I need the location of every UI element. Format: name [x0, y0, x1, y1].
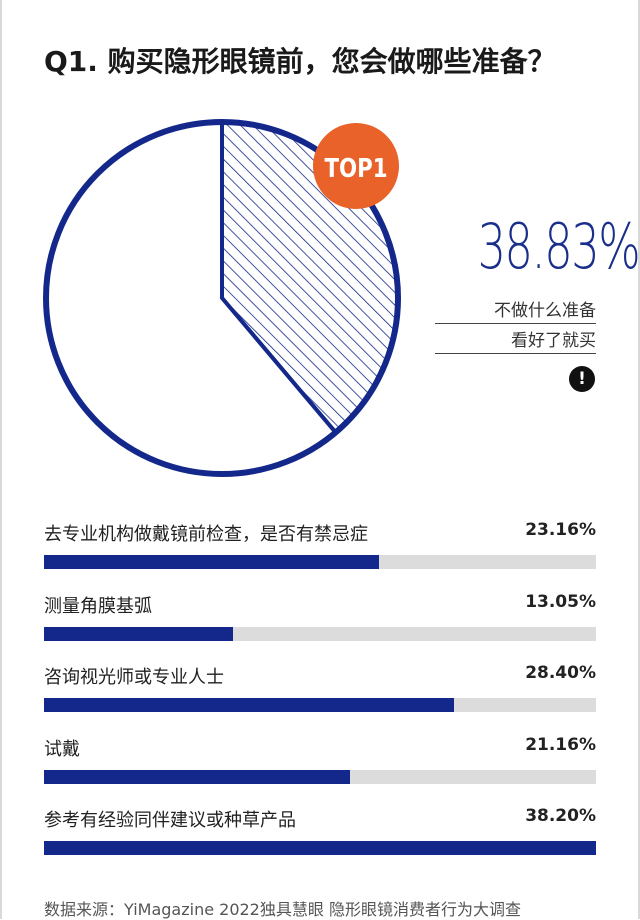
- bar-label: 参考有经验同伴建议或种草产品: [44, 810, 296, 831]
- bar-fill: [44, 698, 455, 712]
- pie-outline: [43, 119, 401, 477]
- bar-fill: [44, 770, 350, 784]
- bar-value-label: 21.16%: [525, 735, 596, 755]
- bar-label: 去专业机构做戴镜前检查，是否有禁忌症: [44, 524, 368, 545]
- bar-fill: [44, 555, 379, 569]
- bar-track: [44, 555, 596, 569]
- bar-value-label: 13.05%: [525, 592, 596, 612]
- highlight-label-line1: 不做什么准备: [435, 296, 596, 324]
- bar-row: 参考有经验同伴建议或种草产品 38.20%: [44, 806, 596, 856]
- bar-track: [44, 698, 596, 712]
- page-title: Q1. 购买隐形眼镜前，您会做哪些准备？: [44, 45, 556, 78]
- source-note: 数据来源：YiMagazine 2022独具慧眼 隐形眼镜消费者行为大调查: [44, 900, 521, 919]
- highlight-label-line2: 看好了就买: [435, 326, 596, 354]
- badge-circle: [313, 123, 399, 209]
- frame-right-border: [638, 0, 640, 919]
- badge-text: TOP1: [324, 153, 387, 184]
- bar-label: 测量角膜基弧: [44, 596, 152, 617]
- top1-badge: TOP1: [313, 123, 399, 209]
- bar-row: 去专业机构做戴镜前检查，是否有禁忌症 23.16%: [44, 520, 596, 570]
- bar-label: 咨询视光师或专业人士: [44, 667, 224, 688]
- exclamation-icon: !: [569, 366, 595, 392]
- frame-left-border: [0, 0, 2, 919]
- bar-row: 咨询视光师或专业人士 28.40%: [44, 663, 596, 713]
- bar-value-label: 23.16%: [525, 520, 596, 540]
- highlight-percentage: 38.83%: [477, 210, 640, 283]
- bar-value-label: 38.20%: [525, 806, 596, 826]
- bar-label: 试戴: [44, 739, 80, 760]
- bar-track: [44, 841, 596, 855]
- bar-track: [44, 627, 596, 641]
- bar-row: 试戴 21.16%: [44, 735, 596, 785]
- bar-value-label: 28.40%: [525, 663, 596, 683]
- bar-fill: [44, 627, 233, 641]
- bar-track: [44, 770, 596, 784]
- bar-row: 测量角膜基弧 13.05%: [44, 592, 596, 642]
- bar-fill: [44, 841, 596, 855]
